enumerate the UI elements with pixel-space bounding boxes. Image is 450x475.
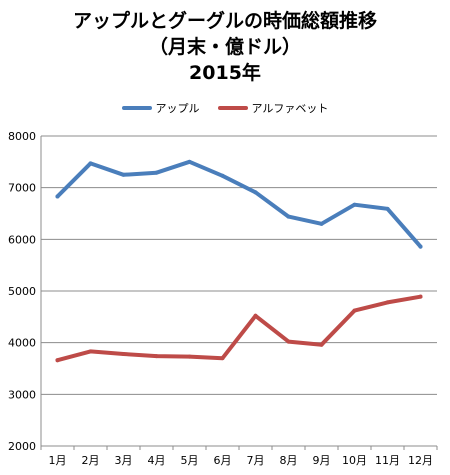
legend-label-alphabet: アルファベット [251,102,329,115]
series-1-point-10 [385,300,390,305]
series-0-point-0 [55,194,60,199]
series-0-point-11 [418,244,423,249]
x-tick-label-9: 10月 [342,454,367,467]
y-tick-label-6: 8000 [8,130,36,143]
series-0-point-7 [286,214,291,219]
x-tick-label-7: 8月 [280,454,298,467]
series-0-point-6 [253,190,258,195]
y-tick-label-3: 5000 [8,285,36,298]
series-0-point-10 [385,206,390,211]
series-0-point-5 [220,173,225,178]
series-1-point-4 [187,354,192,359]
chart-title-line-1: アップルとグーグルの時価総額推移 [72,10,377,32]
chart-title: アップルとグーグルの時価総額推移 （月末・億ドル） 2015年 [0,8,450,86]
series-1-point-9 [352,308,357,313]
x-tick-label-2: 3月 [115,454,133,467]
series-1-point-11 [418,294,423,299]
series-0-point-8 [319,221,324,226]
series-0-point-2 [121,172,126,177]
x-tick-label-1: 2月 [82,454,100,467]
series-1-point-8 [319,342,324,347]
series-1-point-6 [253,313,258,318]
y-tick-label-0: 2000 [8,440,36,453]
x-tick-label-11: 12月 [408,454,433,467]
x-tick-label-0: 1月 [49,454,67,467]
x-tick-label-8: 9月 [313,454,331,467]
series-1-point-0 [55,358,60,363]
x-tick-label-6: 7月 [247,454,265,467]
x-tick-label-5: 6月 [214,454,232,467]
series-1-point-3 [154,354,159,359]
x-tick-label-3: 4月 [148,454,166,467]
y-tick-label-5: 7000 [8,182,36,195]
y-tick-label-4: 6000 [8,233,36,246]
series-0-point-3 [154,170,159,175]
series-0-point-9 [352,202,357,207]
series-1-point-5 [220,356,225,361]
series-line-0 [55,159,423,249]
series-1-point-7 [286,339,291,344]
chart-title-line-3: 2015年 [189,62,261,84]
chart-legend: アップル アルファベット [0,100,450,116]
series-line-1 [55,294,423,363]
y-tick-label-2: 4000 [8,337,36,350]
legend-item-apple: アップル [121,100,200,116]
series-0-point-1 [88,161,93,166]
legend-label-apple: アップル [155,102,200,115]
y-tick-label-1: 3000 [8,388,36,401]
legend-item-alphabet: アルファベット [217,100,329,116]
series-1-point-1 [88,349,93,354]
x-tick-label-4: 5月 [181,454,199,467]
chart-title-line-2: （月末・億ドル） [148,36,301,58]
legend-swatch-apple [121,106,152,110]
x-tick-label-10: 11月 [375,454,400,467]
legend-swatch-alphabet [217,106,248,110]
series-1-point-2 [121,352,126,357]
series-0-point-4 [187,159,192,164]
